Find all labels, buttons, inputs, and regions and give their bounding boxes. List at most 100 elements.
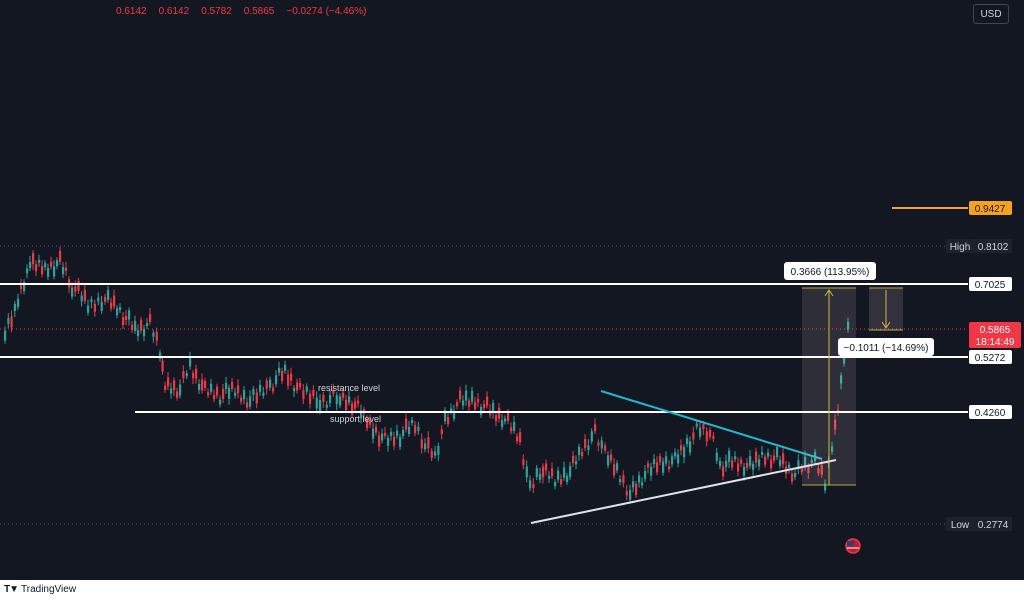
candle-body xyxy=(791,473,794,482)
high-tag: High xyxy=(950,242,971,253)
candle-body xyxy=(290,373,293,381)
candle-body xyxy=(629,489,632,500)
candle-body xyxy=(393,436,396,446)
candle-body xyxy=(198,384,201,390)
low-tag: Low xyxy=(951,520,970,531)
candle-body xyxy=(501,420,504,428)
candle-body xyxy=(434,451,437,456)
candle-body xyxy=(665,456,668,464)
high-tag-bg xyxy=(946,239,974,253)
candle-body xyxy=(122,317,125,325)
candle-body xyxy=(607,455,610,466)
candle-body xyxy=(477,399,480,403)
candle-body xyxy=(680,445,683,451)
low-price-label: 0.2774 xyxy=(978,520,1009,531)
candle-body xyxy=(80,295,83,302)
trendline-ascending[interactable] xyxy=(530,459,837,524)
low-price-bg xyxy=(974,517,1012,531)
mid-price-bg xyxy=(969,350,1012,364)
candle-body xyxy=(752,463,755,470)
candle-body xyxy=(164,385,167,390)
resistance-text: resistance level xyxy=(318,383,380,393)
candle-body xyxy=(625,491,628,496)
candle-body xyxy=(572,455,575,463)
candle-body xyxy=(90,299,93,303)
current-price-label: 0.5865 xyxy=(980,325,1011,336)
candle-body xyxy=(414,425,417,434)
candle-body xyxy=(776,447,779,457)
candle-body xyxy=(483,404,486,408)
candle-body xyxy=(113,295,116,307)
candle-body xyxy=(192,373,195,379)
candle-body xyxy=(731,460,734,468)
candle-body xyxy=(743,466,746,476)
measure-down-label-bg xyxy=(838,338,934,356)
candle-body xyxy=(683,447,686,458)
candle-body xyxy=(548,475,551,479)
candle-body xyxy=(647,463,650,468)
candle-body xyxy=(390,431,393,436)
candle-body xyxy=(77,281,80,291)
candle-body xyxy=(119,307,122,311)
candle-body xyxy=(417,426,420,431)
candle-body xyxy=(671,456,674,465)
candle-body xyxy=(387,437,390,446)
us-flag-event-icon[interactable] xyxy=(845,538,861,554)
candle-body xyxy=(269,379,272,388)
candle-body xyxy=(296,382,299,391)
candle-body xyxy=(610,454,613,461)
candle-body xyxy=(532,484,535,489)
low-tag-bg xyxy=(946,517,974,531)
candle-body xyxy=(644,471,647,479)
candle-body xyxy=(604,445,607,451)
tradingview-brand[interactable]: T▼ TradingView xyxy=(4,584,76,595)
candle-body xyxy=(265,380,268,389)
candle-body xyxy=(20,285,23,290)
candle-body xyxy=(440,429,443,435)
candle-body xyxy=(522,459,525,466)
candle-body xyxy=(219,399,222,405)
candle-body xyxy=(302,390,305,400)
candle-body xyxy=(252,388,255,395)
target-price-label: 0.9427 xyxy=(975,204,1006,215)
candle-body xyxy=(740,459,743,464)
candle-body xyxy=(746,462,749,468)
candle-body xyxy=(249,396,252,407)
target-price-bg xyxy=(969,201,1012,215)
candle-body xyxy=(354,401,357,409)
candle-body xyxy=(712,435,715,439)
countdown-label: 18:14:49 xyxy=(976,337,1015,348)
candle-body xyxy=(262,392,265,396)
candle-body xyxy=(456,402,459,407)
candle-body xyxy=(237,385,240,394)
candle-body xyxy=(800,467,803,473)
candle-body xyxy=(590,431,593,442)
trendline-descending[interactable] xyxy=(600,390,823,460)
ohlc-legend: 0.6142 0.6142 0.5782 0.5865 −0.0274 (−4.… xyxy=(116,6,366,17)
candle-body xyxy=(597,442,600,446)
candle-body xyxy=(342,392,345,398)
candle-body xyxy=(402,430,405,436)
candle-body xyxy=(10,316,13,328)
candle-body xyxy=(125,316,128,320)
candle-body xyxy=(797,460,800,470)
chart-pane[interactable]: resistance level support level 0.3666 (1… xyxy=(0,0,1024,580)
candle-body xyxy=(411,419,414,423)
currency-button[interactable]: USD xyxy=(973,4,1009,24)
measure-up-label: 0.3666 (113.95%) xyxy=(791,267,870,278)
candle-body xyxy=(13,304,16,311)
candle-body xyxy=(622,475,625,484)
candle-body xyxy=(173,380,176,391)
candle-body xyxy=(348,396,351,403)
candle-body xyxy=(4,330,7,341)
candle-body xyxy=(535,468,538,477)
candle-body xyxy=(834,419,837,430)
candle-body xyxy=(709,429,712,437)
candles xyxy=(4,246,850,503)
candle-body xyxy=(551,468,554,477)
candle-body xyxy=(689,441,692,453)
candlestick-chart[interactable]: resistance level support level 0.3666 (1… xyxy=(0,0,1024,580)
tradingview-logo-icon: T▼ xyxy=(4,584,19,595)
resistance-price-label: 0.7025 xyxy=(975,280,1006,291)
support-text: support level xyxy=(330,414,381,424)
